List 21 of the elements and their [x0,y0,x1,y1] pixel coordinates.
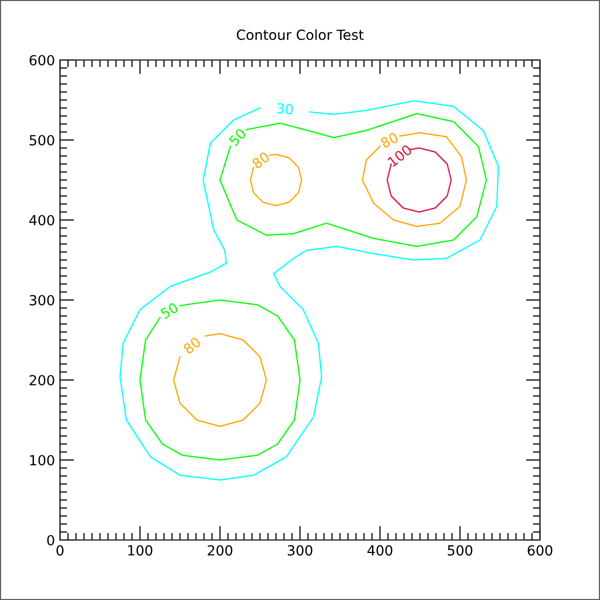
y-tick-label: 100 [30,454,54,466]
y-tick-label: 0 [47,534,54,546]
y-tick-label: 300 [30,294,54,306]
y-tick-label: 500 [30,134,54,146]
x-tick-label: 200 [208,545,232,556]
x-tick-label: 400 [367,545,392,556]
text: 80 [380,132,399,148]
chart-title: Contour Color Test [236,29,364,40]
x-tick-label: 300 [288,545,312,556]
series-label: 30 [276,102,294,115]
y-tick-label: 600 [30,54,54,66]
text: 80 [251,151,270,170]
x-tick-label: 500 [448,545,472,556]
x-tick-label: 100 [128,545,152,556]
text: 50 [160,302,179,320]
text: 50 [228,128,247,146]
y-tick-label: 400 [29,214,54,226]
x-tick-label: 0 [56,545,64,556]
x-tick-label: 600 [528,545,552,556]
y-tick-label: 200 [30,374,54,386]
text: 80 [182,336,202,355]
